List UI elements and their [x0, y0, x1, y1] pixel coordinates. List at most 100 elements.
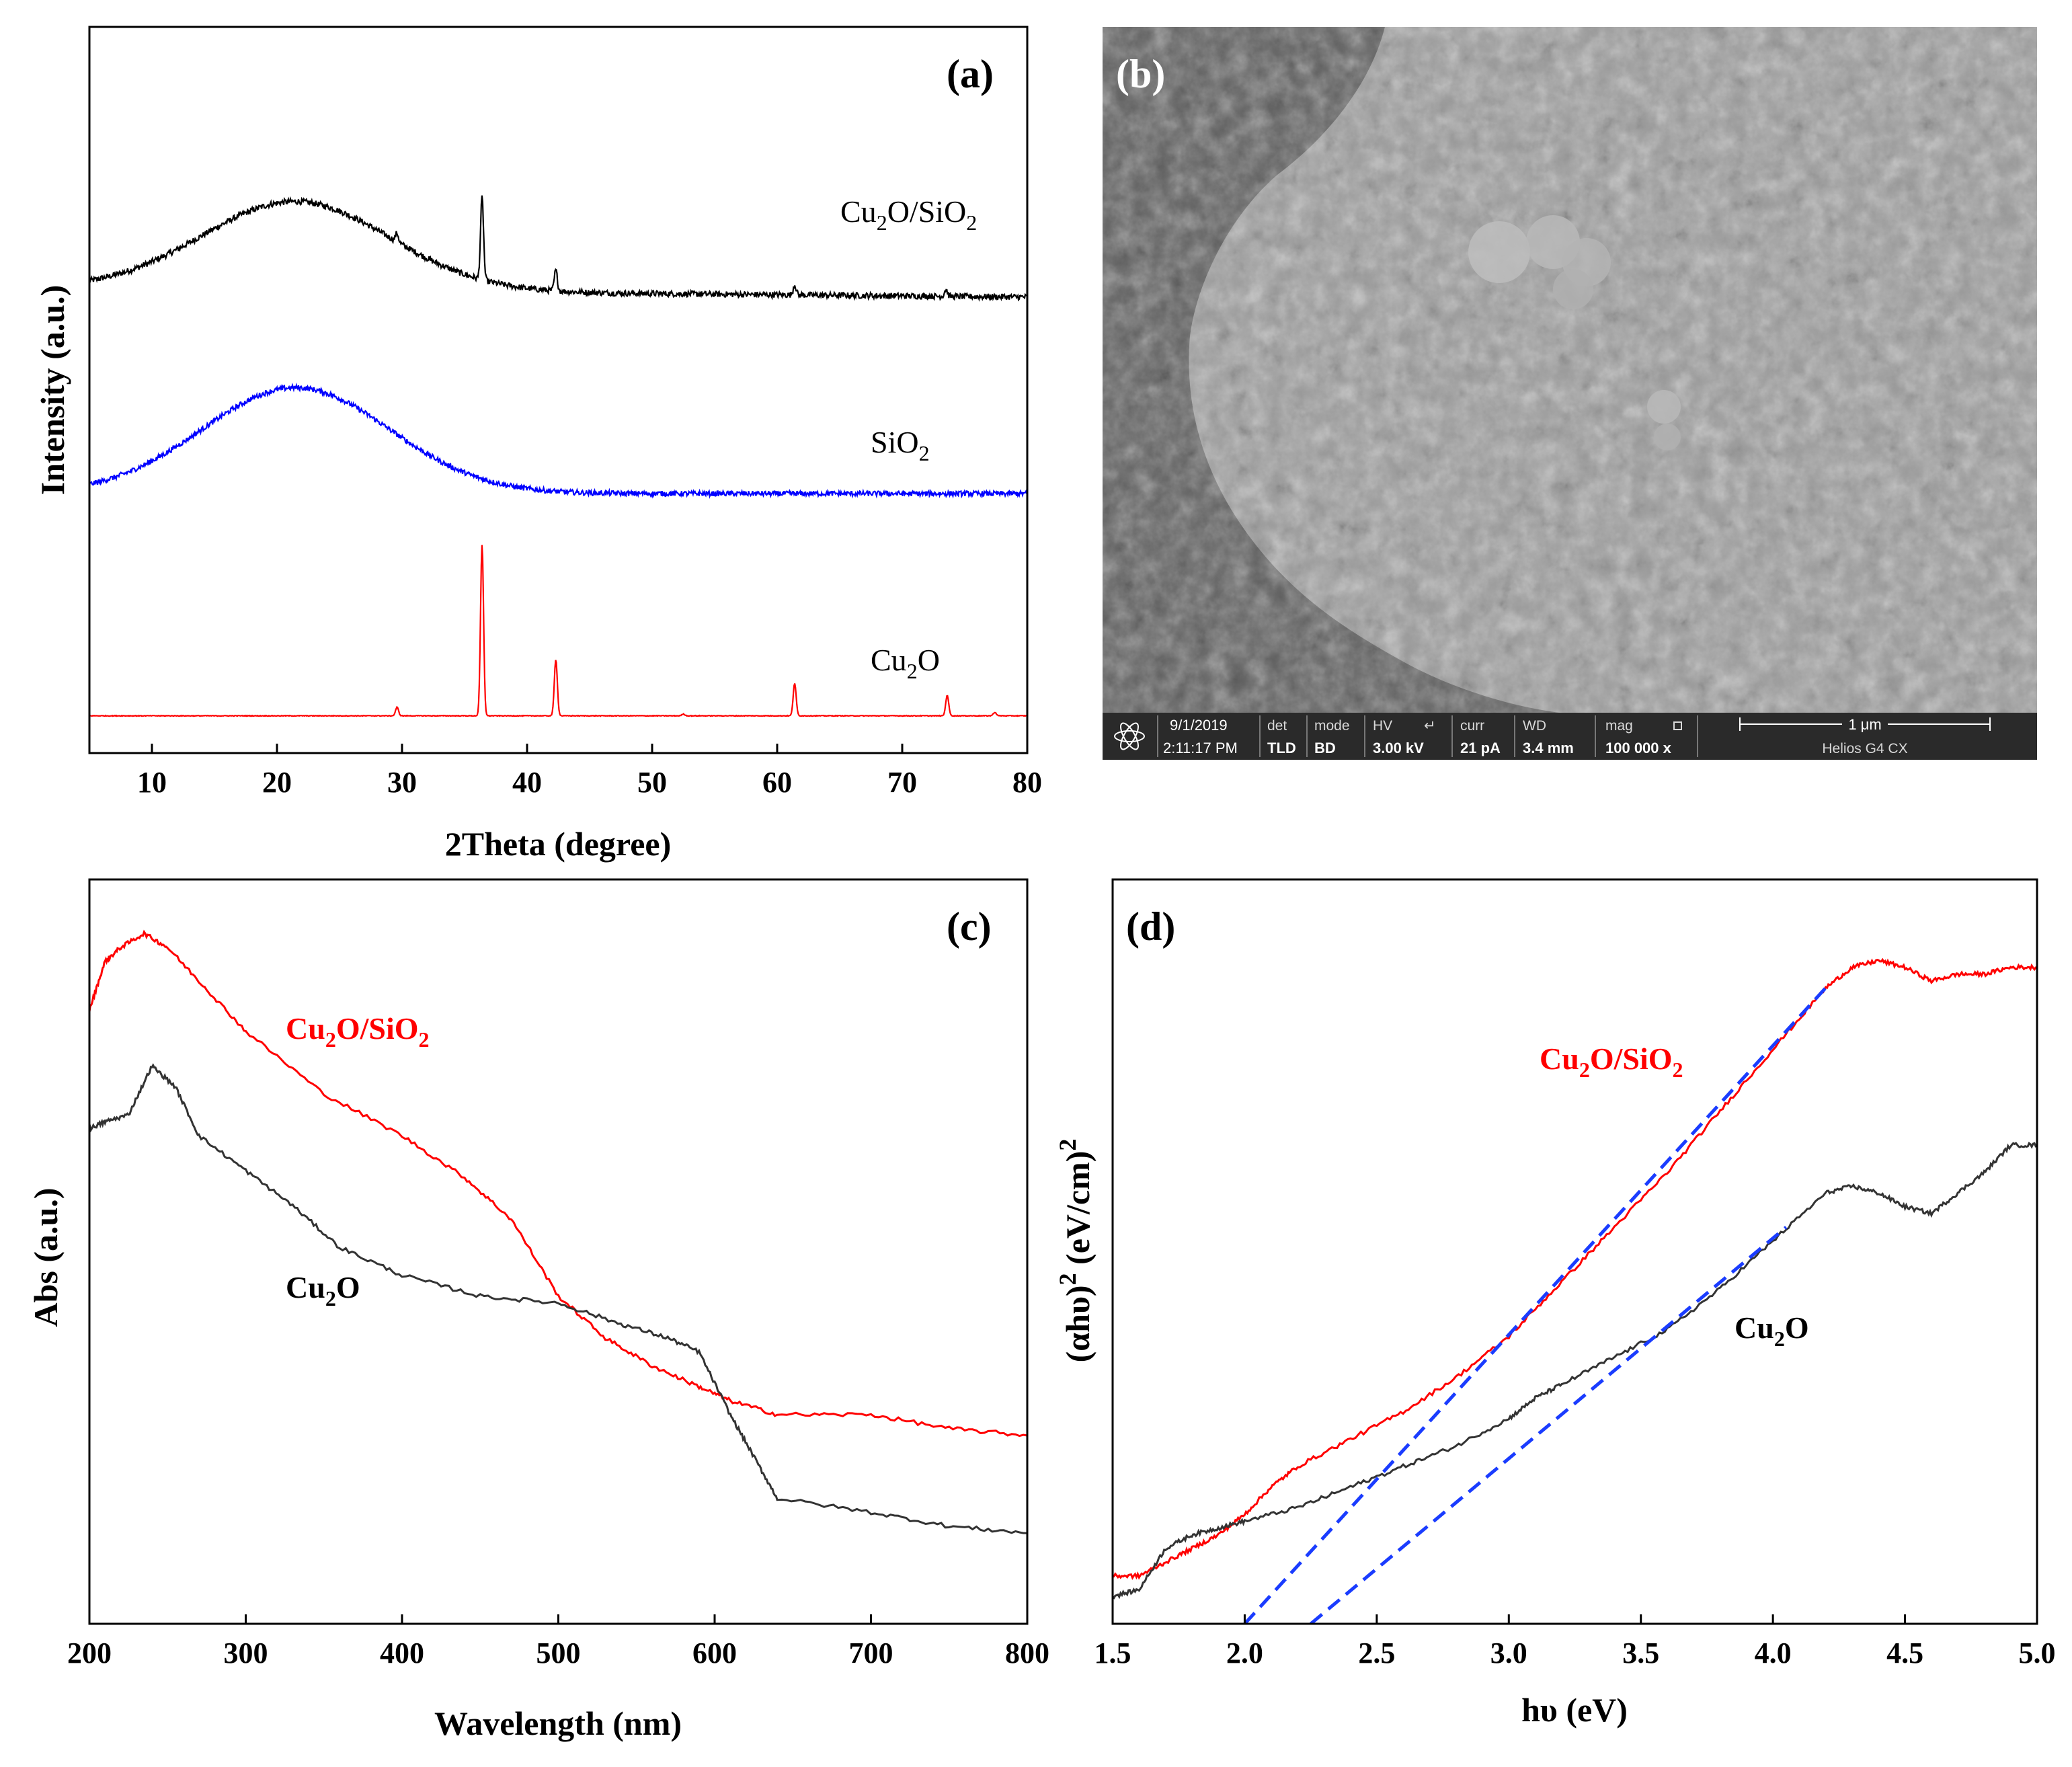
series-line-0 [1113, 957, 2037, 1580]
x-tick-label: 200 [67, 1637, 112, 1670]
label-sub: 2 [1774, 1327, 1785, 1351]
x-tick-label: 20 [262, 766, 292, 799]
panel-a-series [89, 195, 1027, 717]
x-tick-label: 3.0 [1490, 1637, 1527, 1670]
panel-a-y-axis-title: Intensity (a.u.) [34, 285, 71, 496]
x-tick-label: 2.0 [1226, 1637, 1263, 1670]
label-sub: 2 [877, 210, 887, 235]
x-tick-label: 10 [137, 766, 167, 799]
label-part: O [918, 643, 940, 677]
panel-c-label: (c) [947, 904, 992, 949]
panel-a: 10 20 30 40 50 60 70 80 (a) 2Theta (degree) Int… [34, 26, 1042, 863]
label-sub: 2 [1673, 1058, 1683, 1082]
sem-sphere [1647, 390, 1681, 424]
panel-c: 200 300 400 500 600 700 800 (c) Wavelength (nm… [27, 878, 1049, 1742]
sem-instrument: Helios G4 CX [1822, 741, 1907, 756]
label-part: SiO [871, 425, 919, 459]
label-part: (eV/cm) [1059, 1151, 1097, 1273]
x-tick-label: 60 [762, 766, 792, 799]
label-part: Cu [1735, 1310, 1774, 1345]
x-tick-label: 40 [512, 766, 542, 799]
panel-a-label-cu2o-sio2: Cu2O/SiO2 [840, 194, 977, 235]
x-tick-label: 300 [224, 1637, 268, 1670]
xrd-series-1 [89, 382, 1027, 499]
x-tick-label: 1.5 [1094, 1637, 1131, 1670]
sem-curr-label: curr [1460, 718, 1484, 734]
panel-d-label: (d) [1126, 904, 1175, 949]
x-tick-label: 70 [887, 766, 917, 799]
panel-d-x-ticks: 1.5 2.0 2.5 3.0 3.5 4.0 4.5 5.0 [1094, 1614, 2056, 1670]
panel-a-frame [88, 26, 1029, 754]
sem-time: 2:11:17 PM [1163, 740, 1238, 756]
xrd-series-0 [89, 195, 1027, 302]
label-sub: 2 [966, 210, 977, 235]
sem-image [1103, 27, 2037, 713]
sem-hv-icon: ↵ [1424, 718, 1436, 734]
sem-sphere [1654, 424, 1681, 450]
panel-d: 1.5 2.0 2.5 3.0 3.5 4.0 4.5 5.0 (d) hυ (eV) (αh… [1054, 878, 2056, 1729]
label-sub: 2 [419, 1027, 430, 1052]
series-line-1 [89, 1063, 1027, 1534]
panel-c-y-axis-title: Abs (a.u.) [27, 1188, 65, 1327]
panel-d-y-axis-title: (αhυ)2 (eV/cm)2 [1054, 1139, 1097, 1363]
panel-d-label-cu2o: Cu2O [1735, 1310, 1809, 1351]
sem-curr-value: 21 pA [1460, 740, 1501, 756]
label-part: (αhυ) [1059, 1285, 1097, 1362]
sem-mode-label: mode [1314, 718, 1350, 734]
sem-sphere [1553, 269, 1593, 309]
label-part: O/SiO [887, 194, 967, 229]
label-sub: 2 [325, 1286, 336, 1310]
panel-d-x-axis-title: hυ (eV) [1521, 1691, 1628, 1729]
sem-mag-icon [1673, 721, 1682, 730]
label-sup: 2 [1054, 1273, 1081, 1285]
x-tick-label: 30 [387, 766, 417, 799]
x-tick-label: 2.5 [1358, 1637, 1395, 1670]
label-part: O [336, 1270, 360, 1304]
panel-c-label-cu2o: Cu2O [286, 1270, 360, 1310]
label-sup: 2 [1054, 1139, 1081, 1151]
panel-a-label: (a) [947, 52, 994, 96]
panel-c-frame [88, 878, 1029, 1625]
panel-d-frame [1111, 878, 2038, 1625]
sem-wd-value: 3.4 mm [1523, 740, 1574, 756]
panel-c-x-axis-title: Wavelength (nm) [434, 1704, 682, 1742]
label-part: Cu [840, 194, 877, 229]
sem-det-value: TLD [1267, 740, 1296, 756]
sem-mag-label: mag [1605, 718, 1633, 734]
sem-det-label: det [1267, 718, 1287, 734]
label-sub: 2 [907, 659, 918, 683]
panel-a-x-ticks: 10 20 30 40 50 60 70 80 [137, 744, 1042, 799]
sem-scalebar-label: 1 μm [1848, 716, 1881, 733]
x-tick-label: 5.0 [2019, 1637, 2056, 1670]
label-part: Cu [286, 1011, 325, 1046]
sem-mag-value: 100 000 x [1605, 740, 1672, 756]
panel-b-label: (b) [1116, 52, 1165, 96]
panel-a-label-sio2: SiO2 [871, 425, 930, 465]
sem-sphere [1468, 221, 1530, 283]
x-tick-label: 3.5 [1622, 1637, 1659, 1670]
label-part: O/SiO [1590, 1042, 1673, 1076]
label-part: O/SiO [336, 1011, 419, 1046]
x-tick-label: 4.0 [1755, 1637, 1792, 1670]
panel-c-series [89, 929, 1027, 1534]
series-line-0 [89, 929, 1027, 1438]
sem-hv-value: 3.00 kV [1373, 740, 1424, 756]
x-tick-label: 600 [692, 1637, 737, 1670]
panel-b-sem: (b) 9/1/2019 2:11:17 PM det TLD mode BD … [1103, 27, 2037, 760]
sem-texture [1103, 27, 2037, 713]
sem-wd-label: WD [1523, 718, 1546, 734]
xrd-series-2 [89, 545, 1027, 717]
x-tick-label: 4.5 [1886, 1637, 1923, 1670]
label-part: O [1785, 1310, 1809, 1345]
panel-a-label-cu2o: Cu2O [871, 643, 940, 683]
sem-date: 9/1/2019 [1170, 717, 1228, 734]
label-sub: 2 [919, 441, 930, 465]
label-part: Cu [286, 1270, 325, 1304]
x-tick-label: 400 [380, 1637, 424, 1670]
x-tick-label: 800 [1005, 1637, 1049, 1670]
label-part: Cu [871, 643, 907, 677]
panel-c-x-ticks: 200 300 400 500 600 700 800 [67, 1614, 1049, 1670]
fei-logo-icon [1114, 722, 1145, 750]
label-sub: 2 [325, 1027, 336, 1052]
